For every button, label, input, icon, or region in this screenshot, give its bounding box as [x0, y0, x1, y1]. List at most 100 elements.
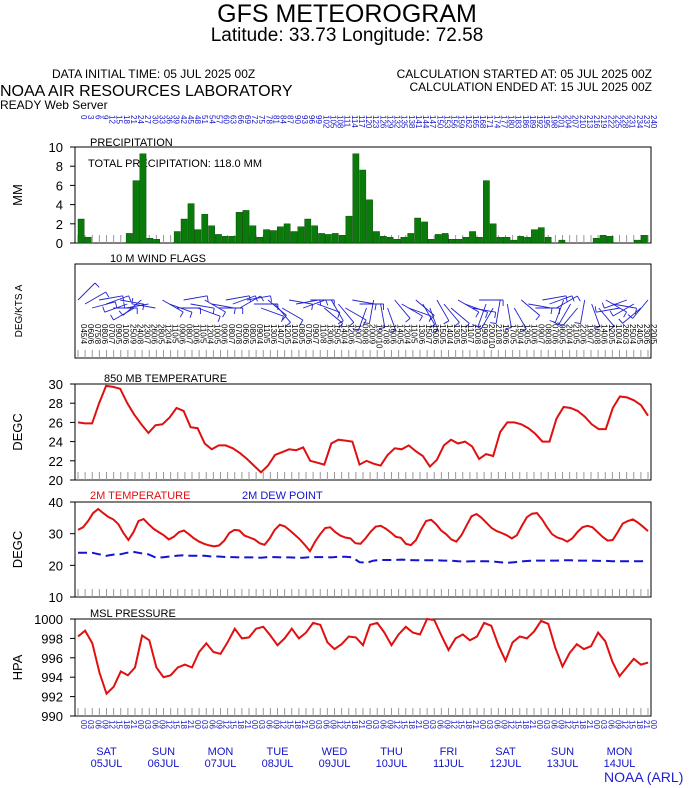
- precip-bar: [153, 238, 161, 244]
- wind-label: 080/5: [297, 324, 306, 345]
- wind-label: 120/4: [163, 324, 172, 345]
- bottom-hour-label: 09: [385, 720, 394, 729]
- wind-flag: [91, 301, 116, 309]
- wind-flag: [225, 295, 250, 301]
- wind-label: 140/4: [445, 324, 454, 345]
- precip-bar: [380, 236, 387, 244]
- precip-ylabel: MM: [10, 184, 25, 206]
- wind-barb: [131, 297, 134, 304]
- wind-label: 070/7: [107, 324, 116, 345]
- initial-time: DATA INITIAL TIME: 05 JUL 2025 00Z: [52, 67, 256, 81]
- wind-label: 060/5: [558, 324, 567, 345]
- wind-barb: [432, 330, 439, 334]
- bottom-hour-label: 21: [300, 720, 309, 729]
- top-hour-label: 144: [421, 115, 430, 129]
- day-date: 05JUL: [91, 758, 123, 770]
- top-hour-label: 210: [578, 115, 587, 129]
- wind-flag: [368, 299, 375, 324]
- wind-label: 130/6: [269, 324, 278, 345]
- top-hour-label: 96: [307, 115, 316, 124]
- precip-tick-label: 2: [56, 217, 63, 232]
- wind-flag: [77, 282, 96, 301]
- wind-flag: [443, 303, 460, 323]
- wind-label: 190/10: [375, 324, 384, 349]
- precip-bar: [517, 236, 525, 244]
- top-hour-label: 45: [186, 115, 195, 124]
- precip-bar: [77, 218, 85, 244]
- day-name: MON: [208, 746, 234, 758]
- precip-bar: [476, 236, 483, 244]
- t850-tick-label: 24: [49, 435, 63, 450]
- wind-label: 130/6: [325, 324, 334, 345]
- top-hour-label: 159: [457, 115, 466, 129]
- wind-label: 200/4: [565, 324, 574, 345]
- server-name: READY Web Server: [0, 98, 108, 112]
- precip-bar: [489, 223, 497, 244]
- wind-barb: [557, 322, 563, 327]
- wind-barb: [429, 315, 435, 321]
- bottom-hour-label: 00: [478, 720, 487, 729]
- day-name: SUN: [551, 746, 574, 758]
- wind-flag: [162, 299, 184, 313]
- wind-label: 100/6: [529, 324, 538, 345]
- wind-barb: [378, 327, 385, 330]
- top-hour-label: 51: [200, 115, 209, 124]
- top-hour-label: 0: [79, 115, 88, 120]
- top-hour-label: 162: [464, 115, 473, 129]
- credit-link[interactable]: NOAA (ARL): [604, 769, 684, 785]
- wind-label: 190/7: [586, 324, 595, 345]
- bottom-hour-label: 15: [514, 720, 523, 729]
- precip-bar: [187, 203, 195, 244]
- top-hour-label: 165: [471, 115, 480, 129]
- t850-tick-label: 22: [49, 454, 63, 469]
- precip-bar: [441, 233, 449, 244]
- wind-label: 130/5: [452, 324, 461, 345]
- wind-label: 250/9: [128, 324, 137, 345]
- day-name: SAT: [495, 746, 516, 758]
- wind-label: 110/5: [199, 324, 208, 344]
- wind-label: 160/8: [593, 324, 602, 345]
- precip-bar: [146, 237, 154, 244]
- precip-bar: [173, 231, 181, 244]
- top-hour-label: 9: [100, 115, 109, 120]
- bottom-hour-label: 00: [649, 720, 658, 729]
- top-hour-label: 6: [93, 115, 102, 120]
- wind-label: 240/5: [635, 324, 644, 345]
- wind-flag: [528, 303, 553, 309]
- bottom-hour-label: 09: [271, 720, 280, 729]
- wind-flag: [387, 307, 397, 331]
- top-hour-label: 183: [514, 115, 523, 129]
- top-hour-label: 66: [236, 115, 245, 124]
- precip-bar: [304, 218, 312, 244]
- day-name: SAT: [96, 746, 117, 758]
- wind-flag: [429, 307, 439, 331]
- precip-tick-label: 10: [49, 140, 63, 155]
- wind-barb: [222, 311, 226, 318]
- precip-bar: [373, 231, 380, 244]
- wind-flag: [622, 307, 642, 324]
- top-hour-label: 12: [108, 115, 117, 124]
- bottom-hour-label: 03: [200, 720, 209, 729]
- wind-barb: [623, 311, 627, 318]
- precip-tick-label: 4: [56, 198, 63, 213]
- wind-barb: [311, 304, 314, 311]
- precip-bar: [132, 180, 140, 244]
- top-hour-label: 153: [442, 115, 451, 129]
- day-name: FRI: [440, 746, 458, 758]
- wind-title: 10 M WIND FLAGS: [110, 253, 206, 265]
- top-hour-label: 213: [585, 115, 594, 129]
- pres-tick-label: 996: [41, 651, 63, 666]
- wind-barb: [574, 322, 581, 325]
- precip-bar: [496, 236, 504, 244]
- top-hour-label: 234: [635, 115, 644, 129]
- bottom-hour-label: 21: [129, 720, 138, 729]
- bottom-hour-label: 06: [492, 720, 501, 729]
- bottom-hour-label: 00: [136, 720, 145, 729]
- bottom-hour-label: 12: [621, 720, 630, 729]
- wind-flag: [401, 303, 423, 317]
- day-date: 07JUL: [205, 758, 237, 770]
- wind-label: 150/5: [332, 324, 341, 345]
- location-subtitle: Latitude: 33.73 Longitude: 72.58: [210, 25, 484, 46]
- bottom-hour-label: 12: [165, 720, 174, 729]
- top-hour-label: 30: [150, 115, 159, 124]
